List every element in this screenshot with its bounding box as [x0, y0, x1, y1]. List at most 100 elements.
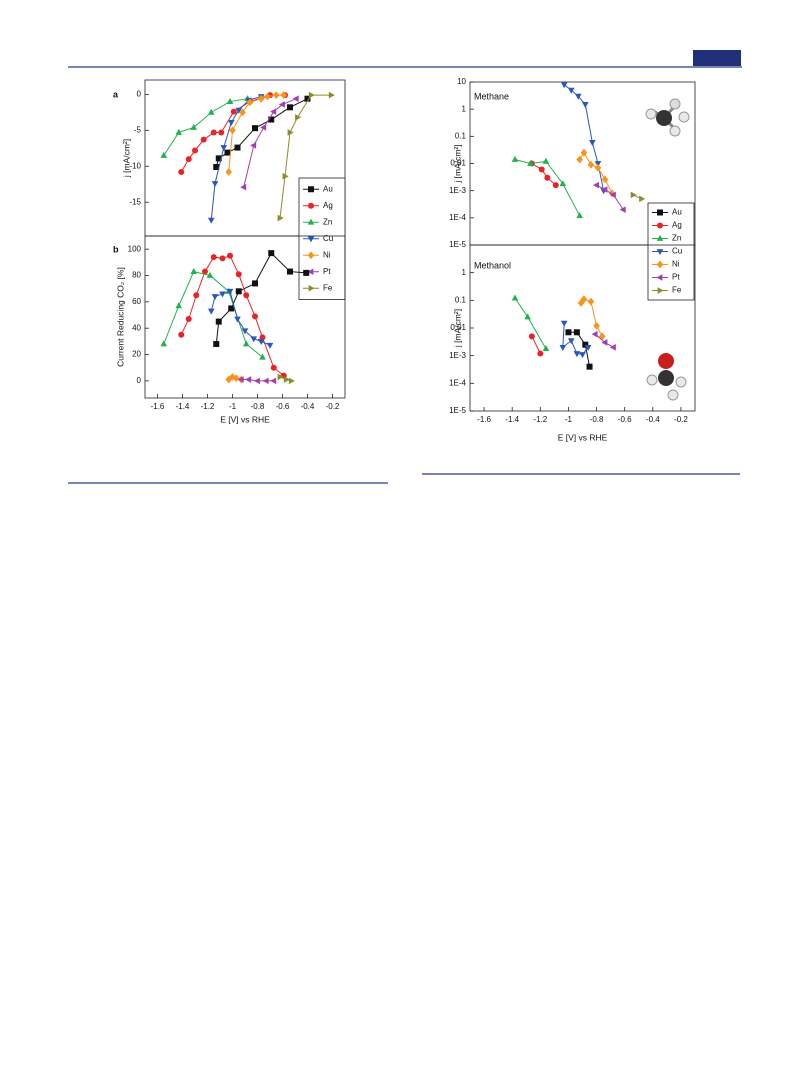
data-point [193, 292, 200, 299]
legend-marker [657, 287, 664, 294]
legend-label: Cu [323, 234, 333, 243]
legend-marker [308, 186, 314, 193]
data-point [210, 254, 217, 261]
legend-label: Fe [672, 286, 682, 295]
data-point [591, 330, 598, 338]
data-point [178, 169, 185, 176]
data-point [283, 376, 290, 383]
x-tick-label: -0.2 [326, 402, 340, 411]
data-point [601, 339, 608, 346]
panel-label: a [113, 89, 119, 99]
plot-frame [144, 235, 346, 399]
x-tick-label: -1.6 [477, 415, 491, 424]
legend-label: Zn [672, 234, 681, 243]
data-point [527, 159, 534, 166]
legend-marker [307, 251, 315, 260]
data-point [234, 144, 241, 151]
data-point [211, 294, 219, 301]
legend-label: Au [323, 184, 333, 193]
y-axis-label: j [mA/cm²] [452, 144, 462, 183]
data-point [225, 375, 233, 384]
x-tick-label: -0.2 [674, 415, 688, 424]
data-point [220, 145, 228, 152]
data-point [593, 321, 600, 330]
data-point [213, 163, 220, 170]
data-point [287, 104, 293, 111]
y-tick-label: 1E-4 [449, 378, 466, 387]
series-line [163, 98, 248, 156]
data-point [303, 269, 310, 276]
legend-marker [656, 249, 664, 256]
legend-label: Pt [672, 273, 680, 282]
data-point [278, 101, 285, 108]
series-line [596, 184, 624, 210]
series-line [563, 84, 605, 191]
data-point [259, 334, 266, 341]
legend-marker [656, 274, 663, 281]
data-point [511, 155, 519, 162]
x-tick-label: -1 [565, 415, 573, 424]
y-tick-label: 1E-3 [449, 186, 466, 195]
x-tick-label: -1 [229, 402, 237, 411]
y-tick-label: 80 [132, 271, 141, 280]
data-point [619, 206, 626, 213]
legend-label: Ag [672, 221, 682, 230]
header-tab [693, 50, 741, 66]
x-tick-label: -0.8 [251, 402, 265, 411]
y-tick-label: 0 [137, 376, 142, 385]
y-tick-label: 100 [128, 244, 142, 253]
legend-marker [657, 209, 663, 216]
y-tick-label: 1E-5 [449, 406, 466, 415]
x-tick-label: -1.6 [151, 402, 165, 411]
x-tick-label: -1.4 [176, 402, 190, 411]
legend-marker [656, 260, 664, 269]
x-tick-label: -1.2 [201, 402, 215, 411]
data-point [225, 168, 233, 176]
legend-marker [657, 222, 663, 229]
data-point [259, 353, 266, 360]
y-tick-label: 0 [137, 89, 142, 98]
data-point [295, 114, 302, 121]
data-point [215, 318, 222, 325]
legend-label: Zn [323, 217, 332, 226]
data-point [250, 142, 257, 149]
y-tick-label: 1 [462, 268, 467, 277]
series-line [580, 298, 603, 337]
y-tick-label: 0.1 [455, 295, 467, 304]
data-point [580, 295, 588, 304]
data-point [226, 288, 234, 295]
data-point [282, 173, 289, 180]
data-point [577, 299, 585, 307]
data-point [586, 363, 593, 370]
y-tick-label: 0.01 [450, 159, 466, 168]
legend-marker [308, 202, 314, 209]
data-point [584, 344, 592, 351]
data-point [567, 87, 575, 94]
data-point [237, 376, 244, 383]
data-point [227, 252, 233, 259]
data-point [192, 147, 198, 154]
data-point [574, 93, 582, 100]
y-tick-label: 0.01 [450, 323, 466, 332]
x-tick-label: -0.6 [618, 415, 632, 424]
legend-marker [307, 268, 314, 276]
data-point [202, 268, 208, 275]
data-point [252, 280, 258, 287]
data-point [537, 350, 544, 357]
data-point [552, 182, 559, 189]
data-point [175, 128, 183, 135]
data-point [213, 341, 220, 347]
data-point [601, 175, 609, 184]
series-line [531, 336, 541, 354]
data-point [160, 340, 168, 347]
data-point [582, 101, 589, 108]
y-tick-label: 1E-5 [449, 240, 466, 249]
legend-label: Ni [323, 250, 331, 259]
data-point [559, 344, 567, 351]
y-axis-label: j [mA/cm²] [452, 309, 462, 348]
methanol-molecule [646, 353, 687, 401]
legend-label: Ni [672, 260, 680, 269]
data-point [243, 292, 250, 299]
data-point [207, 217, 215, 224]
